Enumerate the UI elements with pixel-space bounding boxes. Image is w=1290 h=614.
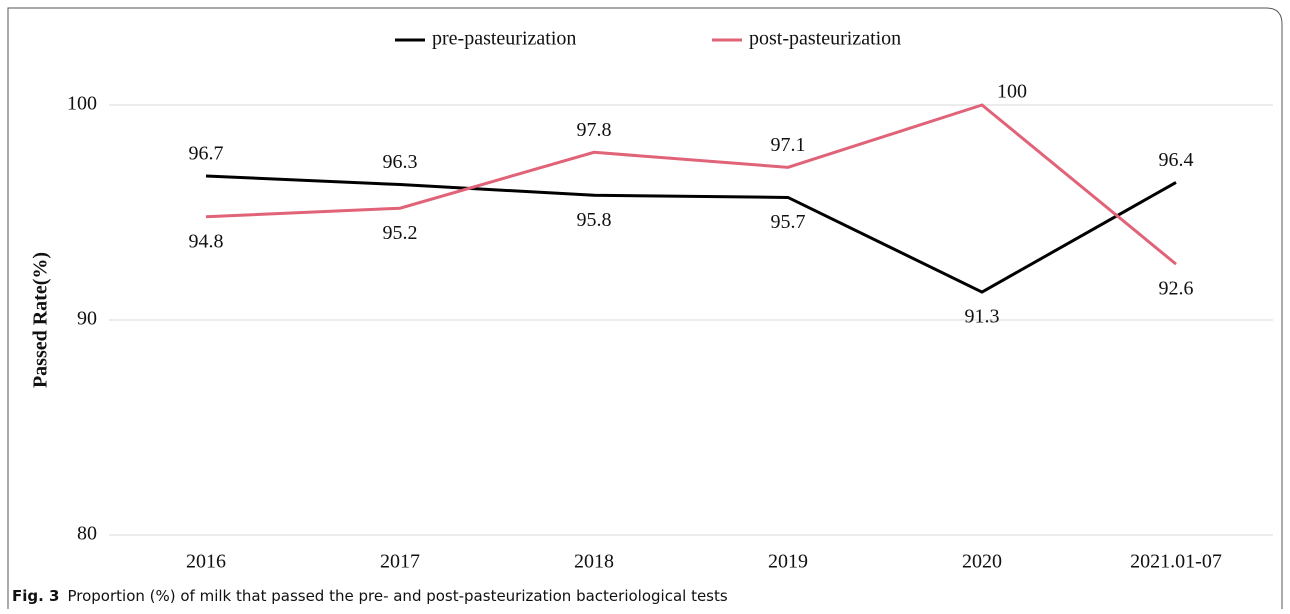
data-label: 97.8 [577, 119, 612, 141]
y-tick-label: 100 [67, 93, 97, 115]
x-tick-label: 2021.01-07 [1130, 551, 1222, 573]
data-label: 96.3 [383, 151, 418, 173]
data-label: 96.7 [189, 143, 224, 165]
data-label: 95.8 [577, 209, 612, 231]
data-label: 95.2 [383, 222, 418, 244]
frame [7, 7, 1283, 609]
caption: Fig. 3 Proportion (%) of milk that passed… [12, 587, 728, 605]
x-tick-label: 2020 [962, 551, 1002, 573]
data-label: 97.1 [771, 134, 806, 156]
x-tick-label: 2018 [574, 551, 614, 573]
x-tick-label: 2019 [768, 551, 808, 573]
data-label: 100 [997, 81, 1027, 103]
y-tick-label: 90 [77, 308, 97, 330]
data-label: 92.6 [1159, 278, 1194, 300]
legend-label: pre-pasteurization [432, 28, 576, 50]
series-line [205, 103, 1177, 266]
x-tick-label: 2016 [186, 551, 226, 573]
data-label: 91.3 [965, 306, 1000, 328]
y-tick-label: 80 [77, 523, 97, 545]
legend-label: post-pasteurization [749, 28, 901, 50]
series-line [205, 174, 1177, 294]
x-tick-label: 2017 [380, 551, 420, 573]
data-label: 96.4 [1159, 149, 1194, 171]
data-label: 94.8 [189, 230, 224, 252]
caption-text: Proportion (%) of milk that passed the p… [67, 587, 727, 605]
y-axis-title: Passed Rate(%) [30, 252, 52, 388]
caption-label: Fig. 3 [12, 587, 59, 605]
data-label: 95.7 [771, 211, 806, 233]
